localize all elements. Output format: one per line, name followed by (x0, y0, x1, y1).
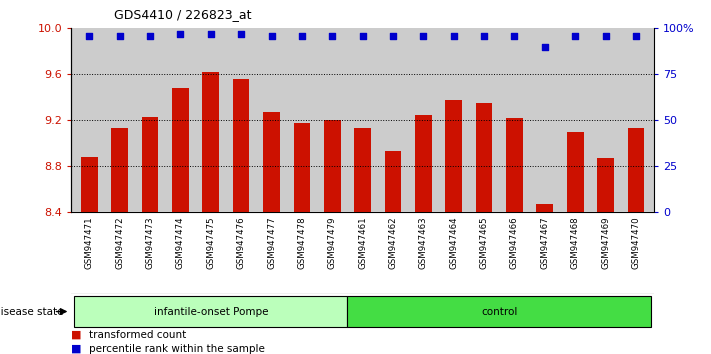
Point (387, 33, 399, 39)
Point (600, 33, 611, 39)
Text: GSM947466: GSM947466 (510, 216, 519, 269)
Text: GSM947461: GSM947461 (358, 216, 367, 269)
Text: GSM947479: GSM947479 (328, 216, 337, 269)
Text: GSM947476: GSM947476 (237, 216, 245, 269)
Point (235, 31, 247, 37)
Text: percentile rank within the sample: percentile rank within the sample (89, 344, 264, 354)
Point (630, 33, 641, 39)
Text: GSM947474: GSM947474 (176, 216, 185, 269)
Bar (324, 120, 341, 212)
Point (144, 33, 156, 39)
Point (205, 31, 216, 37)
Text: GSM947468: GSM947468 (571, 216, 579, 269)
Bar (597, 158, 614, 212)
Text: GSM947471: GSM947471 (85, 216, 94, 269)
Text: GSM947472: GSM947472 (115, 216, 124, 269)
Text: GSM947473: GSM947473 (146, 216, 154, 269)
Bar (567, 132, 584, 212)
Text: ■: ■ (71, 344, 82, 354)
Bar (445, 99, 462, 212)
Bar (294, 122, 310, 212)
Point (479, 33, 490, 39)
Point (175, 31, 186, 37)
Text: control: control (481, 307, 518, 316)
Bar (203, 72, 219, 212)
Point (114, 33, 125, 39)
Point (539, 44, 550, 50)
Text: transformed count: transformed count (89, 330, 186, 339)
Bar (81, 157, 97, 212)
Bar (348, 296, 651, 327)
Text: ■: ■ (71, 330, 82, 339)
Bar (476, 103, 493, 212)
Point (570, 33, 581, 39)
Text: GSM947465: GSM947465 (480, 216, 488, 269)
Bar (385, 152, 401, 212)
Text: GSM947469: GSM947469 (601, 216, 610, 269)
Text: GSM947477: GSM947477 (267, 216, 276, 269)
Text: GSM947478: GSM947478 (297, 216, 306, 269)
Point (448, 33, 459, 39)
Bar (232, 79, 250, 212)
Point (296, 33, 308, 39)
Text: GSM947475: GSM947475 (206, 216, 215, 269)
Bar (112, 129, 128, 212)
Bar (141, 117, 159, 212)
Text: disease state: disease state (0, 307, 64, 316)
Text: GDS4410 / 226823_at: GDS4410 / 226823_at (114, 8, 251, 21)
Point (326, 33, 338, 39)
Point (509, 33, 520, 39)
Text: GSM947467: GSM947467 (540, 216, 550, 269)
Point (417, 33, 429, 39)
Bar (537, 204, 553, 212)
Point (266, 33, 277, 39)
Bar (172, 88, 188, 212)
Bar (415, 115, 432, 212)
Bar (74, 296, 348, 327)
Text: GSM947464: GSM947464 (449, 216, 458, 269)
Bar (628, 129, 644, 212)
Bar (263, 112, 280, 212)
Text: GSM947462: GSM947462 (388, 216, 397, 269)
Point (357, 33, 368, 39)
Text: GSM947470: GSM947470 (631, 216, 641, 269)
Bar (354, 129, 371, 212)
Text: infantile-onset Pompe: infantile-onset Pompe (154, 307, 268, 316)
Text: GSM947463: GSM947463 (419, 216, 428, 269)
Point (84, 33, 95, 39)
Bar (506, 118, 523, 212)
